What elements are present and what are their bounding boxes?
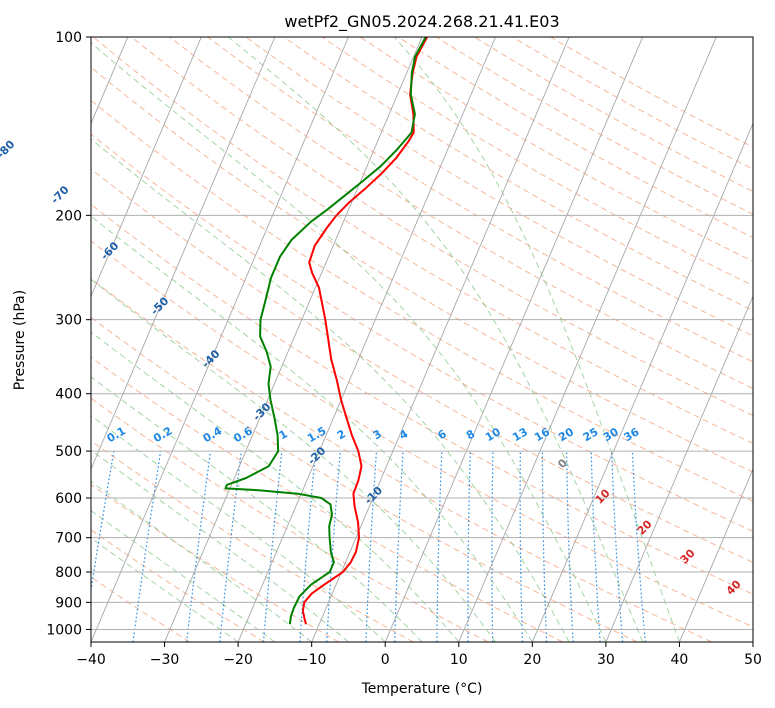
isotherm-line bbox=[164, 37, 423, 642]
x-tick-label: −30 bbox=[150, 652, 180, 668]
mixing-ratio-line bbox=[219, 451, 242, 642]
dry-adiabat-line bbox=[91, 99, 753, 502]
dry-adiabat-line bbox=[91, 356, 563, 642]
x-tick-label: −20 bbox=[223, 652, 253, 668]
dry-adiabat-line bbox=[91, 278, 713, 642]
isotherm-line bbox=[91, 37, 276, 471]
moist-adiabat-line bbox=[393, 37, 680, 642]
mixing-ratio-line bbox=[299, 451, 317, 642]
x-tick-label: 50 bbox=[744, 652, 762, 668]
y-tick-label: 900 bbox=[55, 595, 82, 611]
dry-adiabat-line bbox=[91, 203, 753, 595]
dry-adiabat-line bbox=[91, 529, 265, 642]
dry-adiabat-line bbox=[169, 37, 753, 389]
x-tick-label: 30 bbox=[597, 652, 615, 668]
moist-adiabat-line bbox=[91, 537, 239, 642]
y-tick-label: 500 bbox=[55, 444, 82, 460]
background-lines bbox=[91, 37, 753, 642]
y-tick-label: 700 bbox=[55, 531, 82, 547]
moist-adiabat-line bbox=[91, 215, 533, 642]
x-tick-label: −40 bbox=[76, 652, 106, 668]
y-tick-label: 300 bbox=[55, 313, 82, 329]
isotherm-line bbox=[91, 37, 349, 642]
dry-adiabat-line bbox=[131, 37, 753, 417]
mixing-ratio-line bbox=[91, 450, 115, 594]
x-tick-label: 0 bbox=[381, 652, 390, 668]
y-tick-label: 200 bbox=[55, 208, 82, 224]
x-axis-title: Temperature (°C) bbox=[361, 681, 483, 697]
isotherm-line bbox=[531, 122, 753, 642]
isotherm-line bbox=[311, 37, 570, 642]
y-axis: 100 200 300 400 500 600 700 800 900 1000 bbox=[46, 30, 91, 638]
y-tick-label: 100 bbox=[55, 30, 82, 46]
x-tick-label: 10 bbox=[450, 652, 468, 668]
dry-adiabat-line bbox=[91, 133, 753, 533]
mixing-ratio-line bbox=[186, 451, 212, 642]
moist-adiabat-line bbox=[91, 331, 460, 642]
isotherm-line bbox=[605, 295, 753, 642]
pressure-grid bbox=[91, 37, 753, 642]
y-tick-label: 400 bbox=[55, 387, 82, 403]
y-axis-title: Pressure (hPa) bbox=[12, 290, 28, 390]
isotherm-line bbox=[237, 37, 496, 642]
moist-adiabat-line bbox=[91, 138, 570, 642]
temperature-line bbox=[301, 37, 428, 625]
y-tick-label: 1000 bbox=[46, 622, 82, 638]
y-tick-label: 600 bbox=[55, 491, 82, 507]
moist-adiabat-line bbox=[91, 42, 607, 642]
x-tick-label: 40 bbox=[671, 652, 689, 668]
x-tick-label: 20 bbox=[523, 652, 541, 668]
dry-adiabat-line bbox=[91, 483, 340, 642]
isotherm-line bbox=[384, 37, 644, 642]
chart-title: wetPf2_GN05.2024.268.21.41.E03 bbox=[284, 12, 559, 32]
isotherm-line bbox=[458, 37, 717, 642]
profile-series bbox=[224, 37, 428, 625]
isotherm-line bbox=[91, 37, 202, 298]
dewpoint-line bbox=[224, 37, 427, 625]
x-tick-label: −10 bbox=[297, 652, 327, 668]
dry-adiabat-line bbox=[283, 37, 753, 312]
plot-frame bbox=[90, 36, 754, 643]
plot-area bbox=[91, 37, 753, 642]
moist-adiabat-line bbox=[91, 480, 313, 642]
x-axis: −40 −30 −20 −10 0 10 20 30 40 50 bbox=[76, 642, 762, 668]
dry-adiabat-line bbox=[321, 37, 753, 287]
isotherm-line bbox=[679, 467, 753, 642]
moist-adiabat-line bbox=[91, 278, 497, 642]
moist-adiabat-line bbox=[91, 376, 423, 642]
moist-adiabat-line bbox=[91, 449, 349, 642]
moist-adiabat-line bbox=[227, 37, 644, 642]
mixing-ratio-line bbox=[262, 451, 283, 642]
y-tick-label: 800 bbox=[55, 565, 82, 581]
dry-adiabat-line bbox=[91, 316, 638, 642]
dry-adiabat-line bbox=[91, 240, 753, 628]
